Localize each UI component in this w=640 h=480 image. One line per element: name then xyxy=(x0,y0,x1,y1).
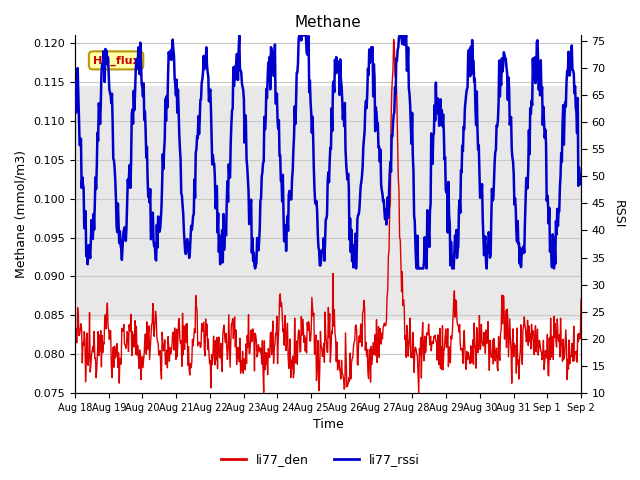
X-axis label: Time: Time xyxy=(313,419,344,432)
Y-axis label: RSSI: RSSI xyxy=(612,200,625,228)
Title: Methane: Methane xyxy=(294,15,362,30)
Y-axis label: Methane (mmol/m3): Methane (mmol/m3) xyxy=(15,150,28,278)
Legend: li77_den, li77_rssi: li77_den, li77_rssi xyxy=(216,448,424,471)
Bar xyxy=(75,86,581,319)
Text: HS_flux: HS_flux xyxy=(93,55,140,65)
